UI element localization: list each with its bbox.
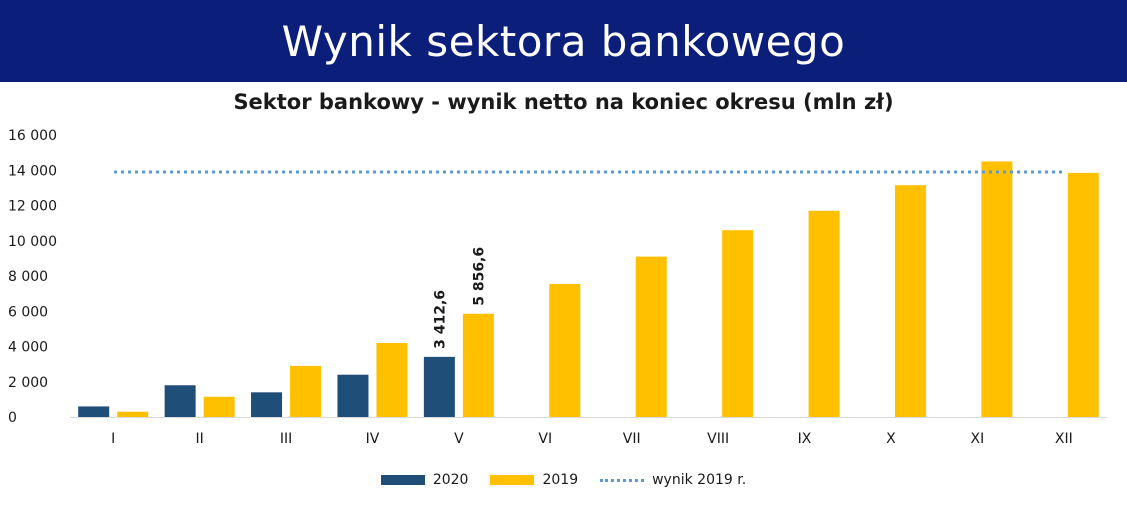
y-tick-label: 4 000 <box>8 340 48 356</box>
x-tick-label: V <box>454 431 464 447</box>
y-tick-label: 12 000 <box>8 199 57 215</box>
y-tick-label: 2 000 <box>8 375 48 391</box>
bar-2019-VI <box>549 283 581 417</box>
bar-2019-IV <box>376 342 408 417</box>
x-tick-label: X <box>886 431 896 447</box>
y-tick-label: 6 000 <box>8 304 48 320</box>
data-label: 5 856,6 <box>471 247 487 306</box>
legend-item-reference: wynik 2019 r. <box>600 472 746 488</box>
bar-2020-III <box>251 392 283 417</box>
x-tick-label: III <box>280 431 292 447</box>
legend-swatch-reference <box>600 478 645 482</box>
x-tick-label: VIII <box>707 431 729 447</box>
legend-label-2020: 2020 <box>432 472 469 488</box>
y-tick-label: 0 <box>8 410 17 426</box>
legend-label-reference: wynik 2019 r. <box>652 472 747 488</box>
y-tick-label: 10 000 <box>8 234 57 250</box>
bar-2019-IX <box>808 210 840 417</box>
bar-2019-I <box>117 411 149 417</box>
legend-swatch-2019 <box>490 475 535 485</box>
bar-2019-X <box>894 185 926 417</box>
bar-2020-V <box>423 356 455 417</box>
x-tick-label: XI <box>971 431 985 447</box>
page-title: Wynik sektora bankowego <box>281 16 846 66</box>
bar-2019-V <box>462 313 494 417</box>
x-tick-label: IX <box>798 431 812 447</box>
bar-2019-XII <box>1067 172 1099 417</box>
x-tick-label: IV <box>366 431 380 447</box>
bar-2019-III <box>290 365 322 417</box>
x-tick-label: I <box>111 431 115 447</box>
x-tick-label: II <box>195 431 203 447</box>
bar-2020-IV <box>337 374 369 417</box>
y-tick-label: 16 000 <box>8 128 57 144</box>
legend-label-2019: 2019 <box>542 472 579 488</box>
bar-2019-VII <box>635 256 667 417</box>
bar-2020-I <box>78 406 110 417</box>
bar-2019-II <box>203 396 235 417</box>
chart-legend: 2020 2019 wynik 2019 r. <box>0 472 1127 488</box>
legend-item-2019: 2019 <box>490 472 578 488</box>
y-tick-label: 14 000 <box>8 163 57 179</box>
bar-2019-XI <box>981 161 1013 417</box>
header-bar: Wynik sektora bankowego <box>0 0 1127 82</box>
legend-swatch-2020 <box>380 475 425 485</box>
bar-2020-II <box>164 385 196 417</box>
data-label: 3 412,6 <box>432 290 448 349</box>
x-tick-label: XII <box>1055 431 1073 447</box>
legend-item-2020: 2020 <box>380 472 469 488</box>
x-tick-label: VII <box>623 431 641 447</box>
bar-2019-VIII <box>722 230 754 417</box>
x-tick-label: VI <box>538 431 552 447</box>
chart-title: Sektor bankowy - wynik netto na koniec o… <box>233 90 894 114</box>
y-tick-label: 8 000 <box>8 269 48 285</box>
